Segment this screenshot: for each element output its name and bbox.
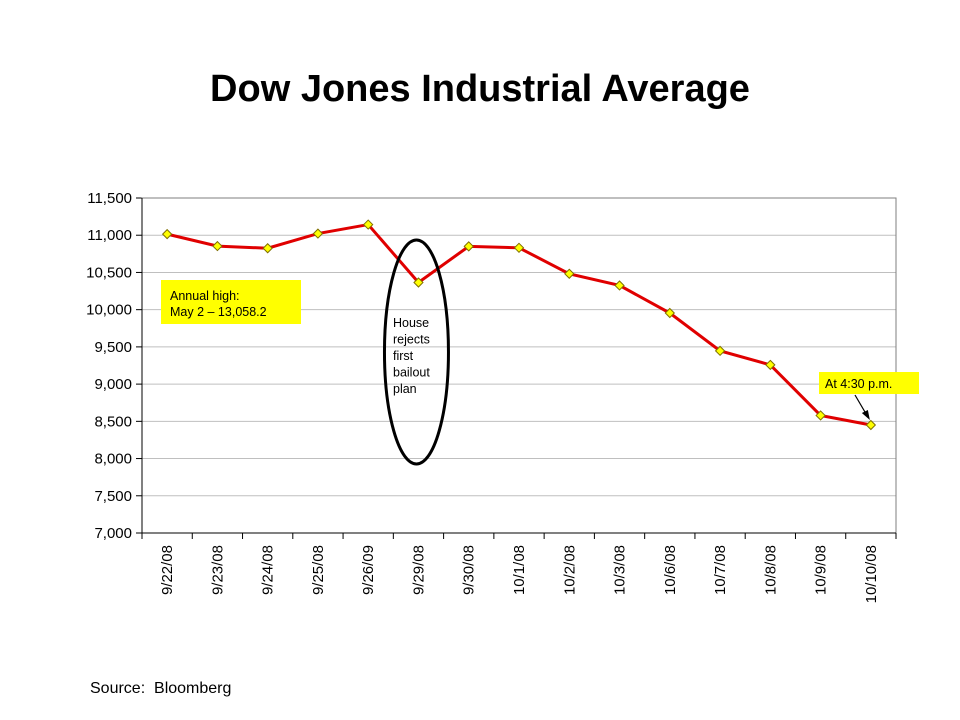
chart-tick-labels: 7,000 7,500 8,000 8,500 9,000 9,500 10,000 10,5… [86, 190, 880, 603]
x-tick-label: 10/2/08 [561, 545, 578, 595]
x-tick-label: 9/26/09 [360, 545, 377, 595]
x-tick-label: 10/3/08 [612, 545, 629, 595]
close-time-text: At 4:30 p.m. [825, 377, 892, 391]
y-tick-label: 11,000 [87, 227, 132, 244]
data-point [362, 219, 374, 230]
data-point [815, 410, 826, 421]
source-note: Source: Bloomberg [90, 680, 232, 697]
data-point [664, 307, 676, 319]
data-point [564, 268, 575, 279]
x-tick-label: 9/25/08 [310, 545, 327, 595]
x-tick-label: 9/30/08 [461, 545, 478, 595]
x-tick-label: 9/22/08 [159, 545, 176, 595]
x-tick-label: 9/23/08 [209, 545, 226, 595]
house-rejects-text: rejects [393, 333, 430, 347]
house-rejects-text: first [393, 349, 414, 363]
y-tick-label: 7,000 [94, 525, 132, 542]
x-tick-label: 9/24/08 [260, 545, 277, 595]
y-tick-label: 10,000 [86, 302, 132, 319]
slide-title: Dow Jones Industrial Average [210, 68, 750, 110]
y-tick-label: 8,500 [94, 413, 132, 430]
house-rejects-text: bailout [393, 366, 430, 380]
close-time-box [819, 372, 919, 394]
y-tick-label: 11,500 [87, 190, 132, 207]
data-point [765, 359, 776, 371]
data-point [865, 419, 877, 431]
data-point [413, 277, 424, 288]
x-tick-label: 10/9/08 [813, 545, 830, 595]
series-line [166, 222, 872, 427]
y-tick-label: 10,500 [86, 264, 132, 281]
annual-high-text: May 2 – 13,058.2 [170, 305, 267, 319]
data-point [714, 345, 726, 357]
chart-annotations: Annual high: May 2 – 13,058.2 House rejects… [161, 238, 919, 466]
data-point [262, 243, 273, 254]
x-tick-label: 10/7/08 [712, 545, 729, 595]
data-point [513, 242, 525, 254]
y-tick-label: 9,500 [94, 339, 132, 356]
highlight-ellipse [382, 238, 450, 466]
chart-axes [136, 197, 897, 539]
y-tick-label: 9,000 [94, 376, 132, 393]
x-tick-label: 10/8/08 [762, 545, 779, 595]
data-point [614, 280, 625, 291]
data-point [161, 228, 173, 240]
house-rejects-text: plan [393, 382, 417, 396]
data-point [212, 240, 223, 252]
house-rejects-text: House [393, 316, 429, 330]
x-tick-label: 9/29/08 [410, 545, 427, 595]
x-tick-label: 10/10/08 [863, 545, 880, 603]
y-tick-label: 7,500 [94, 488, 132, 505]
x-tick-label: 10/6/08 [662, 545, 679, 595]
chart-series [161, 219, 877, 431]
y-tick-label: 8,000 [94, 451, 132, 468]
annual-high-box [161, 280, 301, 324]
annual-high-text: Annual high: [170, 289, 240, 303]
close-time-arrowhead [861, 409, 870, 420]
data-point [463, 241, 474, 252]
x-tick-label: 10/1/08 [511, 545, 528, 595]
data-point [312, 228, 324, 239]
